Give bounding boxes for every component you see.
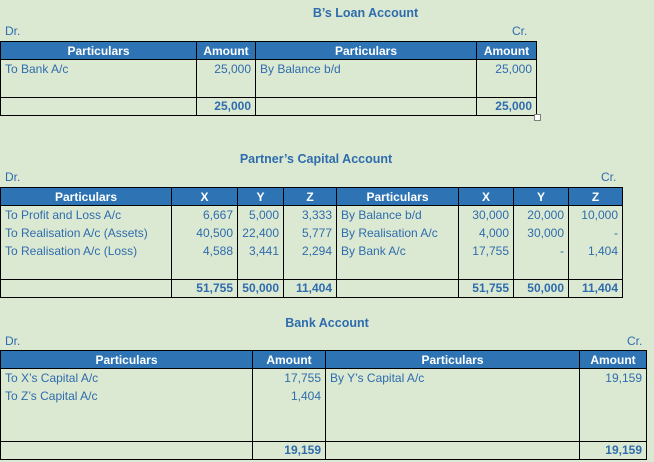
cr-x: 30,000 <box>458 205 514 224</box>
cr-particular: By Balance b/d <box>336 205 459 224</box>
bank-account-title: Bank Account <box>285 316 369 330</box>
column-header: Amount <box>579 350 647 369</box>
table-header-row: Particulars Amount Particulars Amount <box>0 41 537 60</box>
dr-particular: To Profit and Loss A/c <box>0 205 172 224</box>
spacer-row <box>0 260 623 279</box>
column-header: Particulars <box>336 187 459 206</box>
dr-x-total: 51,755 <box>171 278 238 298</box>
dr-z-total: 11,404 <box>283 278 337 298</box>
table-row: To Realisation A/c (Loss) 4,588 3,441 2,… <box>0 242 623 260</box>
dr-y: 3,441 <box>237 242 284 260</box>
column-header: Y <box>513 187 569 206</box>
cr-particular <box>325 387 580 405</box>
bank-cr-label: Cr. <box>627 334 643 348</box>
selection-resize-handle[interactable] <box>534 114 541 121</box>
empty-cell <box>325 440 580 460</box>
dr-amount: 17,755 <box>252 368 326 387</box>
dr-total: 25,000 <box>196 97 256 116</box>
column-header: X <box>171 187 238 206</box>
loan-dr-label: Dr. <box>5 24 21 38</box>
cr-x: 17,755 <box>458 242 514 260</box>
dr-particular: To Realisation A/c (Assets) <box>0 224 172 242</box>
table-row: To X’s Capital A/c 17,755 By Y’s Capital… <box>0 368 647 387</box>
column-header: Particulars <box>255 41 477 60</box>
dr-x: 40,500 <box>171 224 238 242</box>
column-header: Z <box>283 187 337 206</box>
dr-particular: To Bank A/c <box>0 59 197 98</box>
empty-cell <box>0 278 172 298</box>
cr-particular: By Bank A/c <box>336 242 459 260</box>
cr-x: 4,000 <box>458 224 514 242</box>
capital-cr-label: Cr. <box>601 170 617 184</box>
cr-amount <box>579 387 647 405</box>
cr-y: 20,000 <box>513 205 569 224</box>
cr-x-total: 51,755 <box>458 278 514 298</box>
dr-z: 5,777 <box>283 224 337 242</box>
empty-cell <box>0 440 253 460</box>
total-row: 25,000 25,000 <box>0 97 537 116</box>
dr-z: 3,333 <box>283 205 337 224</box>
cr-z-total: 11,404 <box>568 278 623 298</box>
cr-particular: By Balance b/d <box>255 59 477 98</box>
cr-amount: 19,159 <box>579 368 647 387</box>
dr-particular: To Realisation A/c (Loss) <box>0 242 172 260</box>
empty-cell <box>336 278 459 298</box>
dr-total: 19,159 <box>252 440 326 460</box>
cr-z: 10,000 <box>568 205 623 224</box>
cr-z: 1,404 <box>568 242 623 260</box>
column-header: Amount <box>252 350 326 369</box>
table-row: To Realisation A/c (Assets) 40,500 22,40… <box>0 224 623 242</box>
bank-account-table: Particulars Amount Particulars Amount To… <box>0 350 647 460</box>
dr-y-total: 50,000 <box>237 278 284 298</box>
capital-dr-label: Dr. <box>5 170 21 184</box>
cr-y-total: 50,000 <box>513 278 569 298</box>
column-header: Particulars <box>0 41 197 60</box>
column-header: Amount <box>196 41 256 60</box>
dr-particular: To X’s Capital A/c <box>0 368 253 387</box>
total-row: 51,755 50,000 11,404 51,755 50,000 11,40… <box>0 278 623 298</box>
loan-account-table: Particulars Amount Particulars Amount To… <box>0 41 537 116</box>
dr-x: 4,588 <box>171 242 238 260</box>
table-row: To Bank A/c 25,000 By Balance b/d 25,000 <box>0 59 537 98</box>
dr-amount: 1,404 <box>252 387 326 405</box>
dr-z: 2,294 <box>283 242 337 260</box>
dr-particular: To Z’s Capital A/c <box>0 387 253 405</box>
cr-y: - <box>513 242 569 260</box>
dr-y: 5,000 <box>237 205 284 224</box>
cr-particular: By Realisation A/c <box>336 224 459 242</box>
column-header: Particulars <box>0 350 253 369</box>
cr-particular: By Y’s Capital A/c <box>325 368 580 387</box>
cr-amount: 25,000 <box>476 59 537 98</box>
total-row: 19,159 19,159 <box>0 440 647 460</box>
cr-total: 19,159 <box>579 440 647 460</box>
column-header: Amount <box>476 41 537 60</box>
dr-amount: 25,000 <box>196 59 256 98</box>
bank-dr-label: Dr. <box>5 334 21 348</box>
spacer-row <box>0 405 647 441</box>
loan-account-title: B’s Loan Account <box>312 6 419 20</box>
cr-y: 30,000 <box>513 224 569 242</box>
capital-account-title: Partner’s Capital Account <box>239 152 393 166</box>
loan-cr-label: Cr. <box>512 24 528 38</box>
cr-z: - <box>568 224 623 242</box>
table-row: To Z’s Capital A/c 1,404 <box>0 387 647 405</box>
table-header-row: Particulars Amount Particulars Amount <box>0 350 647 369</box>
table-header-row: Particulars X Y Z Particulars X Y Z <box>0 187 623 206</box>
empty-cell <box>0 97 197 116</box>
column-header: Particulars <box>325 350 580 369</box>
dr-x: 6,667 <box>171 205 238 224</box>
table-row: To Profit and Loss A/c 6,667 5,000 3,333… <box>0 205 623 224</box>
cr-total: 25,000 <box>476 97 537 116</box>
column-header: Particulars <box>0 187 172 206</box>
column-header: Y <box>237 187 284 206</box>
column-header: Z <box>568 187 623 206</box>
column-header: X <box>458 187 514 206</box>
dr-y: 22,400 <box>237 224 284 242</box>
empty-cell <box>255 97 477 116</box>
capital-account-table: Particulars X Y Z Particulars X Y Z To P… <box>0 187 623 298</box>
